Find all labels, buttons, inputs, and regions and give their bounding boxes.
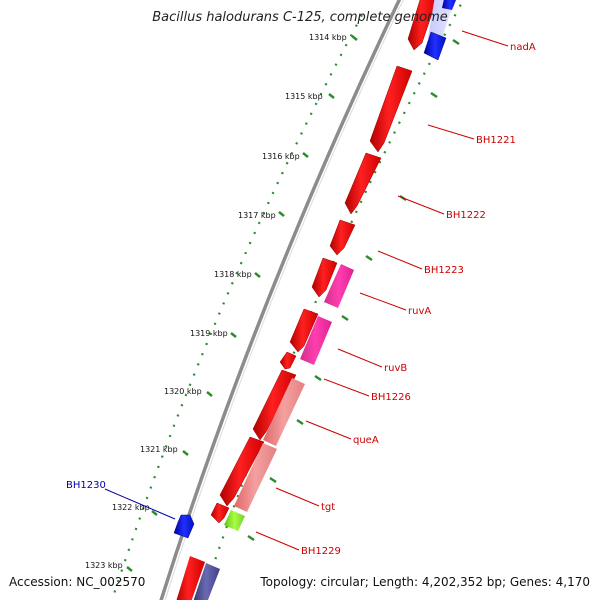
cds-BH1222 [344, 152, 382, 215]
feature-label: BH1222 [446, 210, 486, 221]
feature-label: BH1221 [476, 135, 516, 146]
feature-label: BH1226 [371, 392, 411, 403]
cds-BH1230 [173, 514, 195, 539]
cds-bottom-1 [176, 556, 205, 600]
outer-track-dashes [247, 38, 460, 542]
tick-label: 1321 kbp [140, 445, 178, 454]
cds-BH1223 [329, 219, 356, 256]
cds-ruvA-gene [324, 264, 354, 308]
tick-mark [206, 391, 213, 397]
accession-label: Accession: NC_002570 [9, 575, 146, 589]
cds-bottom-2 [193, 563, 220, 600]
tick-mark [302, 152, 309, 158]
major-ticks [126, 35, 358, 572]
cds-ruvB [289, 308, 319, 353]
cds-reverse-top [442, 0, 456, 10]
tick-label: 1320 kbp [164, 387, 202, 396]
cds-BH1229 [210, 502, 230, 524]
feature-label: tgt [321, 502, 335, 513]
feature-label: BH1229 [301, 546, 341, 557]
cds-BH1226 [279, 351, 297, 370]
tick-label: 1323 kbp [85, 561, 123, 570]
tick-mark [278, 211, 285, 217]
tick-mark [254, 272, 261, 278]
inner-tick-track [110, 14, 363, 600]
feature-label: BH1230 [66, 480, 106, 491]
tick-mark [151, 510, 158, 516]
feature-label: nadA [510, 42, 536, 53]
tick-label: 1315 kbp [285, 92, 323, 101]
cds-features [173, 0, 456, 600]
map-title: Bacillus halodurans C-125, complete geno… [152, 10, 448, 25]
feature-label: ruvA [408, 306, 431, 317]
feature-labels: nadA BH1221 BH1222 BH1223 ruvA ruvB BH12… [66, 42, 536, 557]
feature-label: BH1223 [424, 265, 464, 276]
cds-BH1221 [369, 65, 413, 153]
cds-ruvA [311, 257, 338, 298]
tick-labels: 1314 kbp 1315 kbp 1316 kbp 1317 kbp 1318… [85, 33, 347, 570]
tick-label: 1319 kbp [190, 329, 228, 338]
feature-label: queA [353, 435, 379, 446]
tick-label: 1314 kbp [309, 33, 347, 42]
label-leaders [104, 30, 509, 551]
cds-reverse-top-2 [423, 31, 447, 61]
topology-label: Topology: circular; Length: 4,202,352 bp… [260, 575, 590, 589]
tick-label: 1317 kbp [238, 211, 276, 220]
tick-mark [126, 566, 133, 572]
tick-label: 1322 kbp [112, 503, 150, 512]
genome-backbone-highlight [164, 0, 404, 600]
tick-label: 1318 kbp [214, 270, 252, 279]
tick-mark [351, 35, 358, 41]
tick-label: 1316 kbp [262, 152, 300, 161]
cds-queA-gene [263, 378, 305, 446]
tick-mark [230, 332, 237, 338]
cds-ruvB-gene [300, 316, 332, 365]
cds-nadA-shade [428, 0, 455, 44]
tick-mark [328, 93, 335, 99]
cds-queA [252, 369, 297, 441]
feature-label: ruvB [384, 363, 407, 374]
tick-mark [182, 450, 189, 456]
cds-BH1229-gene [224, 510, 245, 531]
cds-tgt [219, 436, 265, 507]
cds-nadA [407, 0, 437, 51]
cds-tgt-gene [234, 443, 277, 512]
